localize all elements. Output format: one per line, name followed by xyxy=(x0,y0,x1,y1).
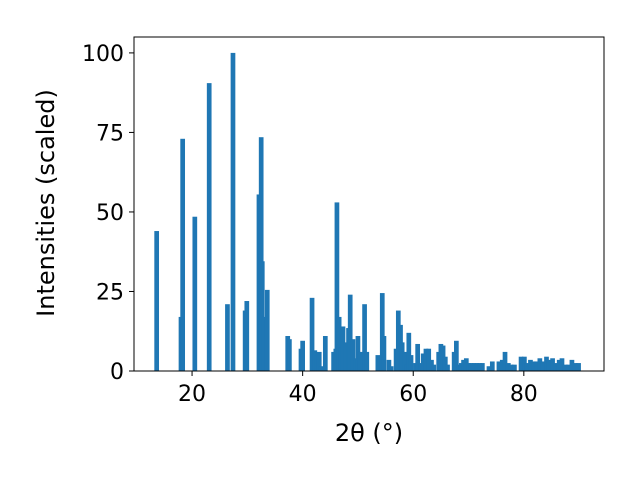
bar xyxy=(522,356,527,371)
bar xyxy=(259,261,265,371)
bar xyxy=(426,348,432,371)
bar xyxy=(230,52,236,372)
bar xyxy=(334,202,340,371)
bar xyxy=(546,359,552,371)
bar xyxy=(471,363,477,371)
x-tick-label: 80 xyxy=(510,382,538,407)
y-tick-label: 75 xyxy=(96,121,124,146)
bar xyxy=(477,363,482,371)
bar xyxy=(258,137,264,371)
bar xyxy=(388,366,394,371)
bar xyxy=(559,358,565,371)
bar xyxy=(261,316,267,371)
x-tick-label: 20 xyxy=(178,382,206,407)
bar xyxy=(362,304,367,371)
bar xyxy=(347,294,353,371)
bar xyxy=(287,339,292,371)
y-tick-label: 50 xyxy=(96,201,124,226)
bar xyxy=(508,364,514,371)
bar xyxy=(550,358,555,371)
bar xyxy=(468,363,474,371)
bar xyxy=(524,363,530,371)
x-tick-label: 40 xyxy=(289,382,317,407)
bars-group xyxy=(154,52,581,372)
bar xyxy=(154,231,160,371)
y-tick-label: 25 xyxy=(96,280,124,305)
bar xyxy=(454,340,459,371)
bar xyxy=(442,356,448,371)
bar xyxy=(496,361,502,371)
bar xyxy=(340,326,346,371)
x-tick-label: 60 xyxy=(399,382,427,407)
bar xyxy=(423,348,429,371)
bar xyxy=(456,364,461,371)
bar xyxy=(431,364,437,371)
bar xyxy=(572,363,578,371)
x-axis-ticks: 20 40 60 80 xyxy=(178,371,538,407)
bar xyxy=(420,353,426,371)
bar xyxy=(357,351,363,371)
bar xyxy=(244,301,250,371)
bar xyxy=(505,363,511,371)
bar xyxy=(466,363,471,371)
bar xyxy=(408,355,414,371)
bar xyxy=(402,351,407,371)
bar xyxy=(474,363,480,371)
bar xyxy=(486,366,492,371)
bar xyxy=(499,359,505,371)
bar xyxy=(264,289,270,371)
bar xyxy=(350,339,356,371)
bar xyxy=(375,355,381,371)
bar xyxy=(461,359,466,371)
bar xyxy=(445,364,450,371)
y-tick-label: 0 xyxy=(110,360,124,385)
bar xyxy=(386,359,392,371)
bar xyxy=(531,361,537,371)
bar xyxy=(528,359,533,371)
bar xyxy=(480,363,485,371)
bar xyxy=(569,359,575,371)
bar xyxy=(206,83,212,372)
bar xyxy=(300,340,305,371)
bar xyxy=(336,316,342,371)
plot-frame xyxy=(133,36,605,372)
bar xyxy=(379,293,385,371)
bar xyxy=(576,363,581,371)
x-axis-label: 2θ (°) xyxy=(335,419,403,447)
y-axis-ticks: 0 25 50 75 100 xyxy=(82,42,134,385)
bar xyxy=(309,297,315,371)
bar xyxy=(415,343,421,371)
bar xyxy=(489,361,495,371)
y-tick-label: 100 xyxy=(82,42,124,67)
bar xyxy=(316,351,322,371)
bar xyxy=(540,361,546,371)
bar xyxy=(318,366,324,371)
bar xyxy=(364,351,370,371)
bar xyxy=(406,332,412,371)
bar xyxy=(502,351,508,371)
bar xyxy=(381,336,387,371)
bar xyxy=(553,363,559,371)
bar xyxy=(418,363,423,371)
bar xyxy=(180,138,186,371)
bar xyxy=(566,364,571,371)
bar xyxy=(322,336,328,371)
bar xyxy=(544,356,549,371)
bar xyxy=(537,358,543,371)
y-axis-label: Intensities (scaled) xyxy=(32,89,60,317)
bar xyxy=(556,359,562,371)
bar xyxy=(518,356,524,371)
bar xyxy=(192,216,198,371)
bar xyxy=(512,364,517,371)
bar xyxy=(562,364,568,371)
bar xyxy=(534,361,539,371)
bar xyxy=(343,342,349,371)
bar xyxy=(225,304,230,371)
